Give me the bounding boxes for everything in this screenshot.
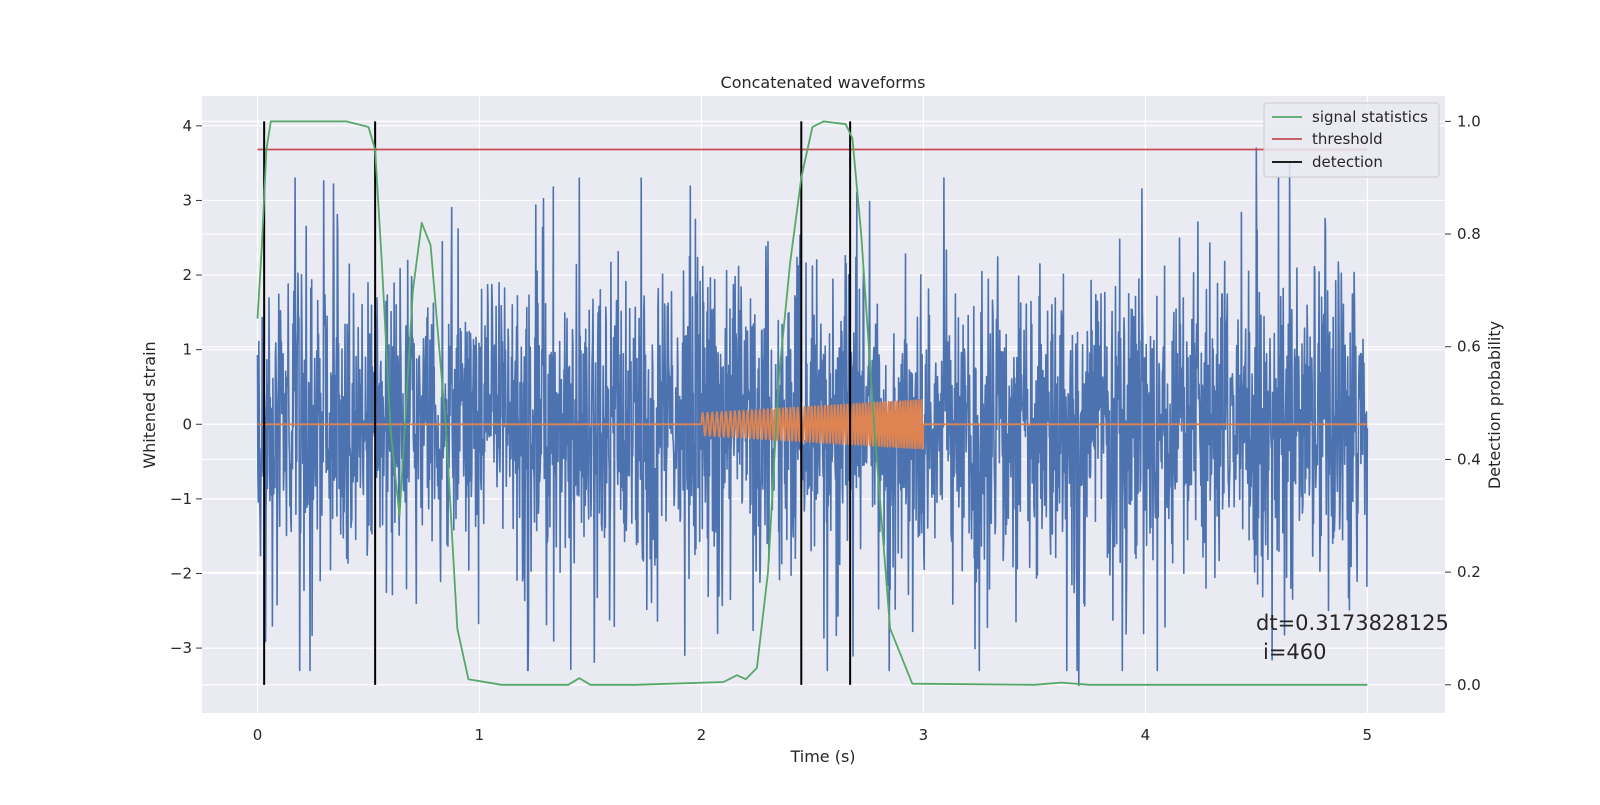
legend-label-threshold: threshold [1312,130,1383,148]
chart-title: Concatenated waveforms [721,73,926,92]
x-tick-label: 1 [475,726,485,744]
y-tick-label: 4 [182,117,192,135]
tick-layer: 0 1 2 3 4 5 4 3 2 1 0 −1 −2 −3 1.0 0.8 0.6 0.4 0.2 0.0 [170,112,1481,744]
y-right-tick-label: 1.0 [1457,112,1481,130]
y-axis-right-label: Detection probability [1485,321,1504,489]
series-signal-statistics [256,120,1368,686]
annotation-dt: dt=0.3173828125 [1256,611,1449,635]
annotation-i: i=460 [1263,640,1327,664]
x-tick-label: 0 [253,726,263,744]
series-injected-waveform [257,399,1368,450]
legend-box [1263,102,1440,178]
legend-label-signal-statistics: signal statistics [1312,108,1428,126]
y-tick-label: 0 [182,415,192,433]
x-tick-label: 2 [697,726,707,744]
y-right-tick-label: 0.0 [1457,676,1481,694]
y-tick-label: −3 [170,639,192,657]
y-tick-label: −1 [170,490,192,508]
series-whitened-strain [256,147,1369,687]
y-tick-label: 1 [182,341,192,359]
y-right-tick-label: 0.6 [1457,338,1481,356]
series-layer [256,120,1369,687]
y-axis-label: Whitened strain [140,341,159,468]
legend-label-detection: detection [1312,153,1383,171]
y-right-tick-label: 0.2 [1457,563,1481,581]
y-tick-label: 2 [182,266,192,284]
y-tick-label: −2 [170,564,192,582]
x-axis-label: Time (s) [789,747,855,766]
x-tick-label: 3 [919,726,929,744]
y-right-tick-label: 0.4 [1457,450,1481,468]
y-right-tick-label: 0.8 [1457,225,1481,243]
x-tick-label: 5 [1363,726,1373,744]
legend: signal statistics threshold detection [1263,102,1440,178]
x-tick-label: 4 [1141,726,1151,744]
y-tick-label: 3 [182,191,192,209]
